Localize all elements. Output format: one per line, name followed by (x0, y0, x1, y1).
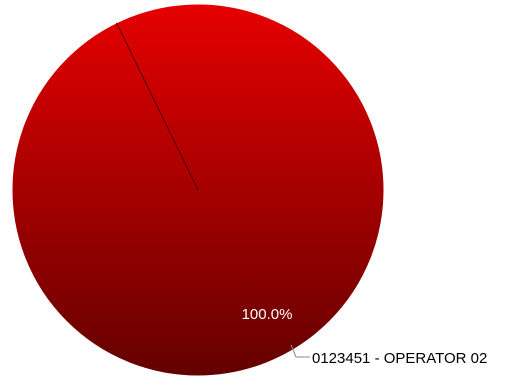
slice-data-label: 100.0% (242, 306, 293, 323)
slice-category-label: 0123451 - OPERATOR 02 (312, 350, 487, 367)
pie-slice-seam (116, 22, 199, 191)
slice-leader-line (290, 344, 310, 358)
slices-layer (11, 3, 385, 377)
labels-layer: 100.0% 0123451 - OPERATOR 02 (242, 306, 488, 367)
